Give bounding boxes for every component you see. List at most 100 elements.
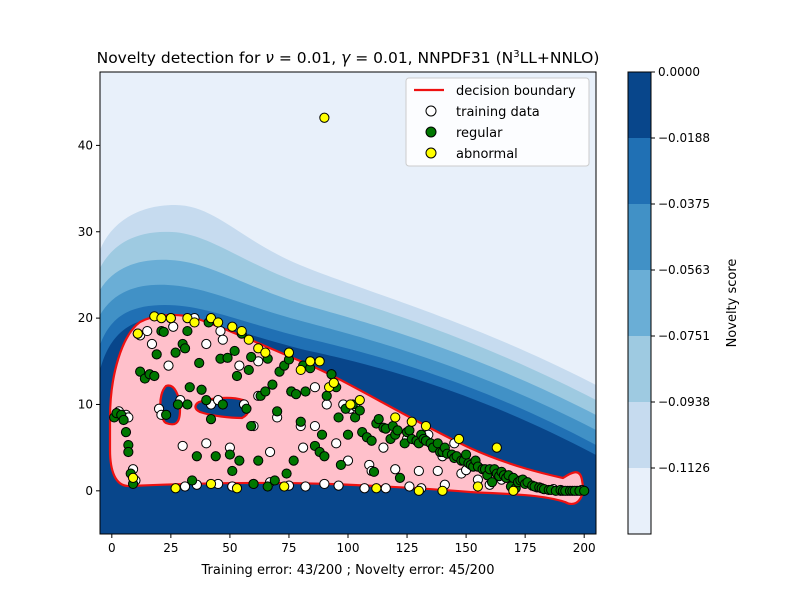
title-gamma-value: = 0.01, NNPDF31 (N xyxy=(350,49,513,67)
regular-point xyxy=(404,425,415,436)
abnormal-point xyxy=(132,328,143,339)
regular-point xyxy=(349,412,361,423)
regular-point xyxy=(262,481,273,492)
title-nu-value: = 0.01, xyxy=(274,49,341,67)
colorbar-frame xyxy=(627,71,652,535)
legend-regular-marker-icon xyxy=(425,126,437,138)
regular-point xyxy=(227,465,238,477)
abnormal-point xyxy=(472,481,484,492)
training-point xyxy=(215,325,226,337)
regular-point xyxy=(196,384,207,395)
colorbar-band xyxy=(628,468,651,535)
title-prefix: Novelty detection for xyxy=(97,49,266,67)
abnormal-point xyxy=(295,364,306,376)
training-point xyxy=(217,334,228,345)
colorbar-band xyxy=(628,138,651,205)
regular-point xyxy=(354,405,365,416)
colorbar-band xyxy=(628,72,651,139)
x-tick-label: 150 xyxy=(455,541,478,555)
regular-point xyxy=(290,389,302,400)
abnormal-point xyxy=(205,478,217,490)
training-point xyxy=(331,438,342,449)
regular-point xyxy=(246,351,257,363)
abnormal-point xyxy=(227,321,238,332)
regular-point xyxy=(191,451,202,462)
y-tick-label: 20 xyxy=(78,311,93,325)
training-point xyxy=(333,480,344,491)
abnormal-point xyxy=(212,317,224,328)
regular-point xyxy=(392,425,403,436)
abnormal-point xyxy=(170,483,181,494)
colorbar-tick-label: −0.0751 xyxy=(658,329,710,343)
regular-point xyxy=(246,420,257,432)
regular-point xyxy=(460,449,472,460)
title-superscript: 3 xyxy=(513,49,519,60)
colorbar-tick-label: −0.0188 xyxy=(658,131,710,145)
regular-point xyxy=(224,449,236,460)
legend-box xyxy=(405,77,590,167)
x-tick-label: 125 xyxy=(396,541,419,555)
regular-point xyxy=(267,379,278,390)
regular-point xyxy=(187,475,198,486)
abnormal-point xyxy=(345,399,356,410)
abnormal-point xyxy=(260,347,271,358)
colorbar-band xyxy=(628,270,651,337)
abnormal-point xyxy=(491,442,502,453)
regular-point xyxy=(158,326,169,338)
abnormal-point xyxy=(453,433,465,445)
regular-point xyxy=(366,435,377,446)
regular-point xyxy=(182,325,193,337)
regular-point xyxy=(272,406,283,417)
regular-point xyxy=(260,386,271,397)
x-tick-label: 75 xyxy=(281,541,296,555)
colorbar-tick-label: −0.0375 xyxy=(658,197,710,211)
training-point xyxy=(201,338,212,350)
x-tick-label: 200 xyxy=(573,541,596,555)
regular-point xyxy=(326,369,337,380)
x-tick-label: 50 xyxy=(222,541,237,555)
regular-point xyxy=(368,466,380,477)
regular-point xyxy=(217,399,228,410)
legend-label-boundary: decision boundary xyxy=(456,84,576,99)
training-point xyxy=(413,465,424,477)
title-suffix: LL+NNLO) xyxy=(520,49,600,67)
training-point xyxy=(404,481,415,492)
title-nu: ν xyxy=(265,49,274,67)
colorbar-tick-label: 0.0000 xyxy=(658,65,700,79)
training-point xyxy=(378,442,389,453)
regular-point xyxy=(486,477,498,488)
training-point xyxy=(432,465,443,477)
regular-point xyxy=(194,357,205,369)
training-point xyxy=(309,382,321,393)
regular-point xyxy=(281,468,292,479)
regular-point xyxy=(118,414,129,426)
chart-title: Novelty detection for ν = 0.01, γ = 0.01… xyxy=(97,49,600,67)
colorbar-ticks: 0.0000 −0.0188 −0.0375 −0.0563 −0.0751 −0.093… xyxy=(651,65,710,475)
abnormal-points xyxy=(127,112,519,496)
training-point xyxy=(177,440,188,452)
abnormal-point xyxy=(420,420,432,432)
legend-label-regular: regular xyxy=(456,126,503,141)
abnormal-point xyxy=(314,356,325,367)
regular-point xyxy=(579,485,590,496)
y-axis-ticks: 0 10 20 30 40 xyxy=(78,138,100,498)
regular-point xyxy=(172,399,184,410)
training-point xyxy=(309,420,321,432)
regular-point xyxy=(231,370,243,382)
x-axis-label: Training error: 43/200 ; Novelty error: … xyxy=(201,563,495,578)
y-tick-label: 40 xyxy=(78,138,93,152)
regular-point xyxy=(135,366,146,377)
x-axis-ticks: 0 25 50 75 100 125 150 175 200 xyxy=(108,534,596,555)
training-point xyxy=(201,438,212,449)
colorbar-tick-label: −0.1126 xyxy=(658,461,710,475)
abnormal-point xyxy=(508,485,519,496)
training-point xyxy=(146,338,158,350)
colorbar-label: Novelty score xyxy=(725,259,740,348)
regular-point xyxy=(205,414,217,425)
training-point xyxy=(179,481,191,492)
colorbar-tick-label: −0.0938 xyxy=(658,395,710,409)
abnormal-point xyxy=(189,317,200,328)
abnormal-point xyxy=(319,112,330,123)
abnormal-point xyxy=(406,416,417,427)
